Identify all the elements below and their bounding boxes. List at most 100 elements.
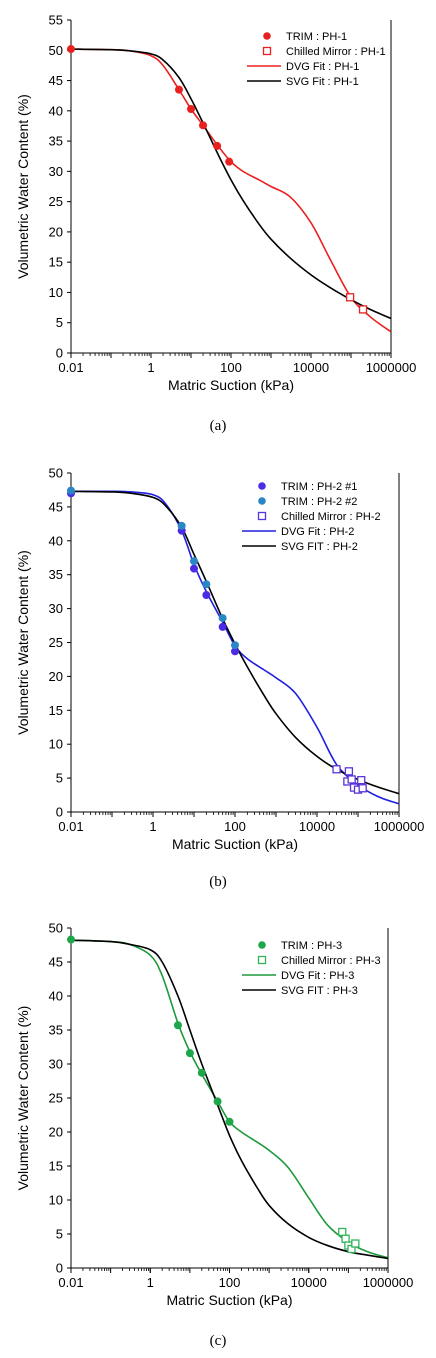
y-tick-label: 0 bbox=[56, 346, 63, 361]
y-tick-label: 25 bbox=[49, 1091, 63, 1106]
y-tick-label: 35 bbox=[49, 1023, 63, 1038]
x-tick-label: 0.01 bbox=[58, 360, 83, 375]
y-tick-label: 10 bbox=[49, 285, 63, 300]
y-tick-label: 50 bbox=[49, 466, 63, 481]
data-point-chilled-mirror-ph-1 bbox=[345, 293, 355, 302]
legend-label: TRIM : PH-1 bbox=[286, 31, 347, 43]
y-axis-label: Volumetric Water Content (%) bbox=[15, 1006, 31, 1191]
data-point-chilled-mirror-ph-2 bbox=[344, 767, 354, 776]
x-tick-label: 1 bbox=[149, 819, 156, 834]
y-tick-label: 20 bbox=[49, 224, 63, 239]
y-tick-label: 45 bbox=[49, 73, 63, 88]
data-point-trim-ph-2-2 bbox=[177, 521, 186, 530]
x-tick-label: 0.01 bbox=[58, 1275, 83, 1290]
data-point-trim-ph-2-1 bbox=[190, 564, 198, 573]
x-tick-label: 100 bbox=[224, 819, 246, 834]
data-point-trim-ph-3 bbox=[225, 1117, 234, 1126]
series-line-dvg-fit-ph-1 bbox=[71, 48, 391, 333]
chart-panel-2: 0 5 10 15 20 25 30 35 40 45 50 0.01 1 100 10000 1000000… bbox=[15, 466, 424, 891]
data-point-trim-ph-2-1 bbox=[231, 647, 239, 656]
y-tick-label: 40 bbox=[49, 103, 63, 118]
legend-label: Chilled Mirror : PH-1 bbox=[286, 46, 386, 58]
y-tick-label: 15 bbox=[49, 255, 63, 270]
data-point-trim-ph-1 bbox=[174, 85, 183, 94]
legend-label: SVG FIT : PH-3 bbox=[281, 985, 358, 997]
figure-caption: (c) bbox=[210, 1333, 227, 1349]
y-tick-label: 30 bbox=[49, 1057, 63, 1072]
y-tick-label: 10 bbox=[49, 1193, 63, 1208]
y-tick-label: 5 bbox=[56, 1227, 63, 1242]
legend: TRIM : PH-1 Chilled Mirror : PH-1 DVG Fit … bbox=[247, 31, 386, 88]
x-tick-label: 10000 bbox=[293, 360, 329, 375]
x-axis-label: Matric Suction (kPa) bbox=[168, 377, 294, 393]
y-tick-label: 35 bbox=[49, 567, 63, 582]
y-tick-label: 30 bbox=[49, 601, 63, 616]
y-tick-label: 40 bbox=[49, 989, 63, 1004]
x-tick-label: 10000 bbox=[299, 819, 335, 834]
legend-label: DVG Fit : PH-1 bbox=[286, 61, 359, 73]
legend-swatch bbox=[262, 46, 272, 56]
x-tick-label: 1000000 bbox=[366, 360, 417, 375]
legend-swatch bbox=[258, 482, 266, 490]
figure-caption: (b) bbox=[209, 874, 227, 890]
data-point-trim-ph-1 bbox=[199, 121, 208, 130]
legend-swatch bbox=[257, 955, 267, 965]
data-point-trim-ph-1 bbox=[187, 105, 195, 114]
y-tick-label: 5 bbox=[56, 315, 63, 330]
x-axis-label: Matric Suction (kPa) bbox=[166, 1292, 292, 1308]
data-point-trim-ph-2-2 bbox=[190, 557, 198, 566]
legend-label: Chilled Mirror : PH-2 bbox=[281, 511, 381, 523]
legend-swatch bbox=[263, 32, 271, 40]
y-axis-label: Volumetric Water Content (%) bbox=[15, 550, 31, 735]
legend-label: TRIM : PH-2 #1 bbox=[281, 481, 357, 493]
data-point-trim-ph-1 bbox=[213, 141, 222, 150]
legend-label: SVG FIT : PH-2 bbox=[281, 541, 358, 553]
data-point-chilled-mirror-ph-3 bbox=[341, 1234, 350, 1243]
data-point-trim-ph-2-2 bbox=[231, 641, 239, 650]
legend-swatch bbox=[257, 511, 267, 521]
y-tick-label: 20 bbox=[49, 669, 63, 684]
x-tick-label: 100 bbox=[219, 1275, 241, 1290]
figure-caption: (a) bbox=[210, 418, 227, 434]
data-point-trim-ph-3 bbox=[213, 1097, 222, 1106]
y-tick-label: 15 bbox=[49, 1159, 63, 1174]
chart-panel-3: 0 5 10 15 20 25 30 35 40 45 50 0.01 1 100 10000 1000000… bbox=[15, 921, 413, 1350]
y-tick-label: 25 bbox=[49, 194, 63, 209]
data-point-trim-ph-3 bbox=[173, 1021, 182, 1030]
data-point-chilled-mirror-ph-2 bbox=[358, 784, 367, 793]
chart-panel-1: 0 5 10 15 20 25 30 35 40 45 50 55 0.01 1 100 10000 10000… bbox=[15, 13, 416, 435]
x-tick-label: 10000 bbox=[291, 1275, 327, 1290]
data-point-chilled-mirror-ph-2 bbox=[332, 765, 341, 774]
y-tick-label: 40 bbox=[49, 533, 63, 548]
legend-label: DVG Fit : PH-2 bbox=[281, 526, 354, 538]
y-tick-label: 0 bbox=[56, 805, 63, 820]
y-tick-label: 50 bbox=[49, 921, 63, 936]
legend-label: TRIM : PH-3 bbox=[281, 940, 342, 952]
y-tick-label: 55 bbox=[49, 13, 63, 28]
y-tick-label: 30 bbox=[49, 164, 63, 179]
y-tick-label: 45 bbox=[49, 955, 63, 970]
legend: TRIM : PH-3 Chilled Mirror : PH-3 DVG Fit … bbox=[242, 940, 381, 997]
data-point-trim-ph-3 bbox=[67, 935, 75, 944]
data-point-trim-ph-2-1 bbox=[218, 622, 227, 631]
y-tick-label: 35 bbox=[49, 134, 63, 149]
y-tick-label: 20 bbox=[49, 1125, 63, 1140]
data-point-chilled-mirror-ph-3 bbox=[351, 1239, 360, 1248]
y-tick-label: 45 bbox=[49, 499, 63, 514]
y-tick-label: 50 bbox=[49, 43, 63, 58]
y-axis-label: Volumetric Water Content (%) bbox=[15, 94, 31, 279]
x-tick-label: 0.01 bbox=[58, 819, 83, 834]
legend-label: DVG Fit : PH-3 bbox=[281, 970, 354, 982]
legend: TRIM : PH-2 #1 TRIM : PH-2 #2 Chilled Mirr… bbox=[242, 481, 381, 553]
legend-label: Chilled Mirror : PH-3 bbox=[281, 955, 381, 967]
data-point-trim-ph-2-2 bbox=[67, 486, 75, 495]
data-point-trim-ph-2-2 bbox=[218, 614, 227, 623]
legend-label: TRIM : PH-2 #2 bbox=[281, 496, 357, 508]
data-point-trim-ph-2-1 bbox=[202, 591, 211, 600]
series-line-svg-fit-ph-3 bbox=[71, 939, 388, 1260]
data-point-trim-ph-1 bbox=[225, 157, 234, 166]
legend-swatch bbox=[258, 941, 266, 949]
x-tick-label: 1000000 bbox=[363, 1275, 414, 1290]
y-tick-label: 0 bbox=[56, 1261, 63, 1276]
y-tick-label: 25 bbox=[49, 635, 63, 650]
